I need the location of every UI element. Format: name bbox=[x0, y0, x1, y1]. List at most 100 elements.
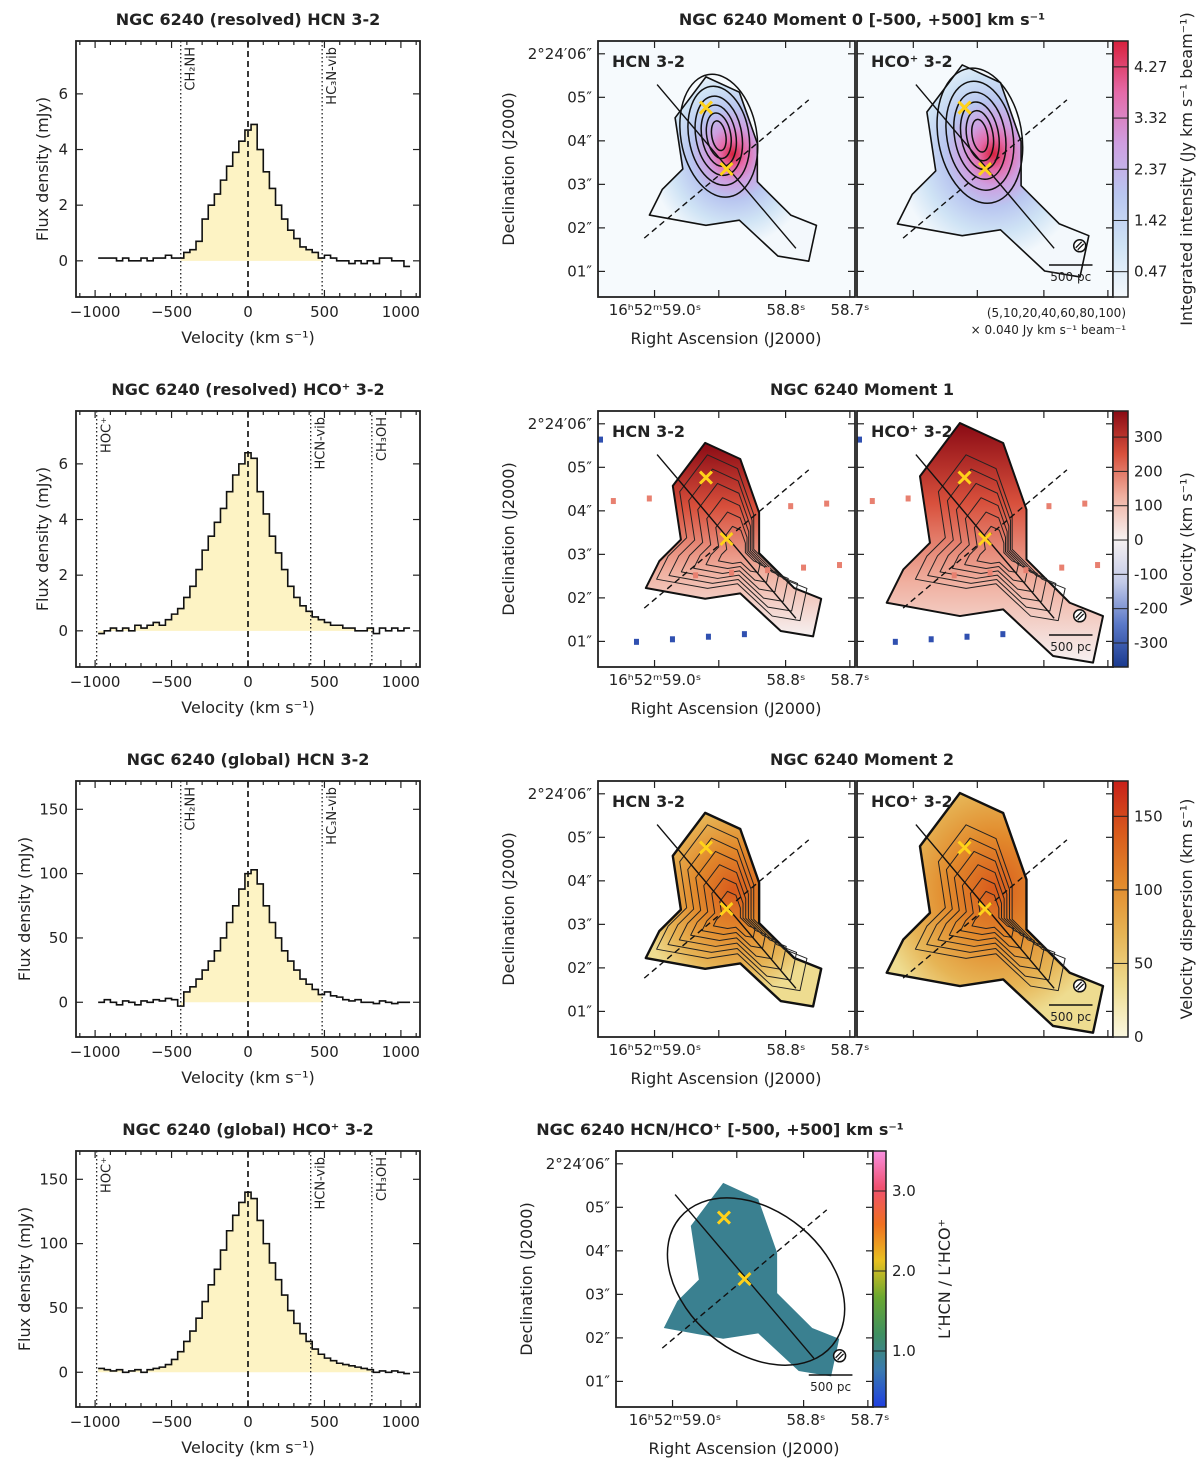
x-axis-label: Velocity (km s⁻¹) bbox=[181, 1068, 314, 1087]
major-axis-line bbox=[656, 454, 797, 619]
x-tick-label: 500 bbox=[310, 673, 339, 691]
y-tick-label: 2 bbox=[58, 196, 68, 214]
y-tick-label: 01″ bbox=[567, 1002, 592, 1020]
x-tick-label: 16ʰ52ᵐ59.0ˢ bbox=[609, 1041, 702, 1059]
line-marker-label: HC₃N-vib bbox=[325, 787, 340, 845]
emission-region bbox=[960, 877, 1025, 949]
minor-axis-line bbox=[643, 99, 810, 239]
emission-region bbox=[668, 468, 799, 612]
y-axis-label: Flux density (mJy) bbox=[33, 97, 52, 241]
pixel-speck bbox=[693, 572, 699, 579]
emission-region bbox=[667, 837, 798, 981]
emission-region bbox=[717, 525, 761, 573]
line-marker-label: CH₃OH bbox=[375, 417, 390, 461]
emission-region bbox=[926, 837, 1056, 981]
line-marker-label: CH₂NH bbox=[184, 787, 199, 831]
x-axis-label: Velocity (km s⁻¹) bbox=[181, 328, 314, 347]
beam-hatch bbox=[1075, 611, 1085, 621]
y-tick-label: 03″ bbox=[585, 1285, 610, 1303]
emission-region bbox=[914, 824, 1066, 992]
y-tick-label: 150 bbox=[39, 800, 68, 818]
major-axis-line bbox=[656, 824, 797, 989]
pixel-speck bbox=[987, 569, 993, 576]
minor-axis-line bbox=[902, 839, 1068, 979]
pixel-speck bbox=[928, 636, 934, 643]
x-tick-label: 0 bbox=[243, 1413, 253, 1431]
spectrum-title: NGC 6240 (global) HCO⁺ 3-2 bbox=[122, 1120, 373, 1139]
emission-region bbox=[964, 511, 1029, 583]
beam-hatch bbox=[835, 1351, 845, 1361]
emission-region bbox=[701, 877, 766, 949]
nucleus-marker-icon bbox=[698, 470, 714, 485]
nucleus-marker-icon bbox=[716, 1210, 732, 1225]
major-axis-line bbox=[674, 1194, 815, 1359]
spectrum-line bbox=[98, 1191, 411, 1375]
map-frame bbox=[597, 780, 856, 1038]
colorbar-tick-label: 3.32 bbox=[1134, 109, 1167, 127]
y-tick-label: 01″ bbox=[567, 262, 592, 280]
nucleus-marker-icon bbox=[977, 901, 993, 917]
line-marker-label: HCN-vib bbox=[314, 1157, 329, 1209]
y-tick-label: 6 bbox=[58, 455, 68, 473]
map-frame bbox=[597, 40, 856, 298]
pixel-speck bbox=[788, 503, 794, 510]
pixel-speck bbox=[1095, 562, 1101, 569]
map-title: NGC 6240 Moment 1 bbox=[770, 380, 954, 399]
beam-icon bbox=[1072, 979, 1087, 993]
x-tick-label: −500 bbox=[151, 1043, 192, 1061]
major-axis-line bbox=[656, 84, 797, 249]
colorbar-label: Velocity dispersion (km s⁻¹) bbox=[1177, 799, 1196, 1020]
colorbar-tick-label: -300 bbox=[1134, 634, 1168, 652]
spectrum-fill bbox=[180, 869, 323, 1007]
x-tick-label: 58.7ˢ bbox=[831, 671, 870, 689]
pixel-speck bbox=[765, 567, 771, 574]
colorbar-tick-label: 0 bbox=[1134, 531, 1144, 549]
colorbar-tick-label: 50 bbox=[1134, 954, 1153, 972]
y-tick-label: 50 bbox=[49, 1299, 68, 1317]
colorbar bbox=[1112, 410, 1129, 668]
emission-region bbox=[693, 497, 780, 593]
map-panel bbox=[856, 40, 1114, 298]
x-tick-label: −500 bbox=[151, 1413, 192, 1431]
spectrum-title: NGC 6240 (resolved) HCO⁺ 3-2 bbox=[111, 380, 384, 399]
panel-label: HCN 3-2 bbox=[612, 52, 685, 71]
pixel-speck bbox=[801, 564, 807, 571]
nucleus-marker-icon bbox=[957, 840, 972, 855]
colorbar-tick-label: 0 bbox=[1134, 1028, 1144, 1046]
map-title: NGC 6240 Moment 2 bbox=[770, 750, 954, 769]
x-tick-label: 1000 bbox=[382, 1413, 420, 1431]
panel-label: HCO⁺ 3-2 bbox=[871, 422, 953, 441]
scale-bar-label: 500 pc bbox=[810, 1380, 851, 1394]
colorbar bbox=[1112, 780, 1129, 1038]
y-tick-label: 100 bbox=[39, 1235, 68, 1253]
beam-hatch bbox=[1075, 981, 1085, 991]
x-tick-label: 0 bbox=[243, 303, 253, 321]
major-axis-line bbox=[915, 824, 1055, 989]
contour-unit: × 0.040 Jy km s⁻¹ beam⁻¹ bbox=[971, 323, 1127, 337]
colorbar-tick-label: 0.47 bbox=[1134, 263, 1167, 281]
emission-region bbox=[690, 864, 777, 960]
x-tick-label: 500 bbox=[310, 1413, 339, 1431]
pixel-speck bbox=[1082, 500, 1088, 507]
y-tick-label: 2°24′06″ bbox=[528, 785, 593, 803]
spectrum-panel bbox=[75, 1150, 421, 1408]
minor-axis-line bbox=[902, 469, 1068, 609]
map-panel bbox=[856, 410, 1114, 668]
emission-region bbox=[656, 454, 808, 622]
x-tick-label: 58.7ˢ bbox=[851, 1411, 890, 1429]
map-panel bbox=[597, 780, 856, 1038]
emission-region bbox=[951, 497, 1038, 593]
spectrum-fill bbox=[180, 124, 323, 261]
y-tick-label: 03″ bbox=[567, 545, 592, 563]
pixel-speck bbox=[669, 636, 675, 643]
spectrum-title: NGC 6240 (global) HCN 3-2 bbox=[127, 750, 370, 769]
y-tick-label: 05″ bbox=[567, 458, 592, 476]
nucleus-marker-icon bbox=[977, 161, 993, 177]
nucleus-marker-icon bbox=[737, 1271, 752, 1287]
emission-region bbox=[937, 850, 1045, 970]
emission-region bbox=[885, 422, 1105, 664]
y-axis-label: Declination (J2000) bbox=[499, 462, 518, 615]
colorbar-tick-label: 2.37 bbox=[1134, 160, 1167, 178]
x-tick-label: −1000 bbox=[70, 673, 121, 691]
contour bbox=[679, 73, 759, 198]
